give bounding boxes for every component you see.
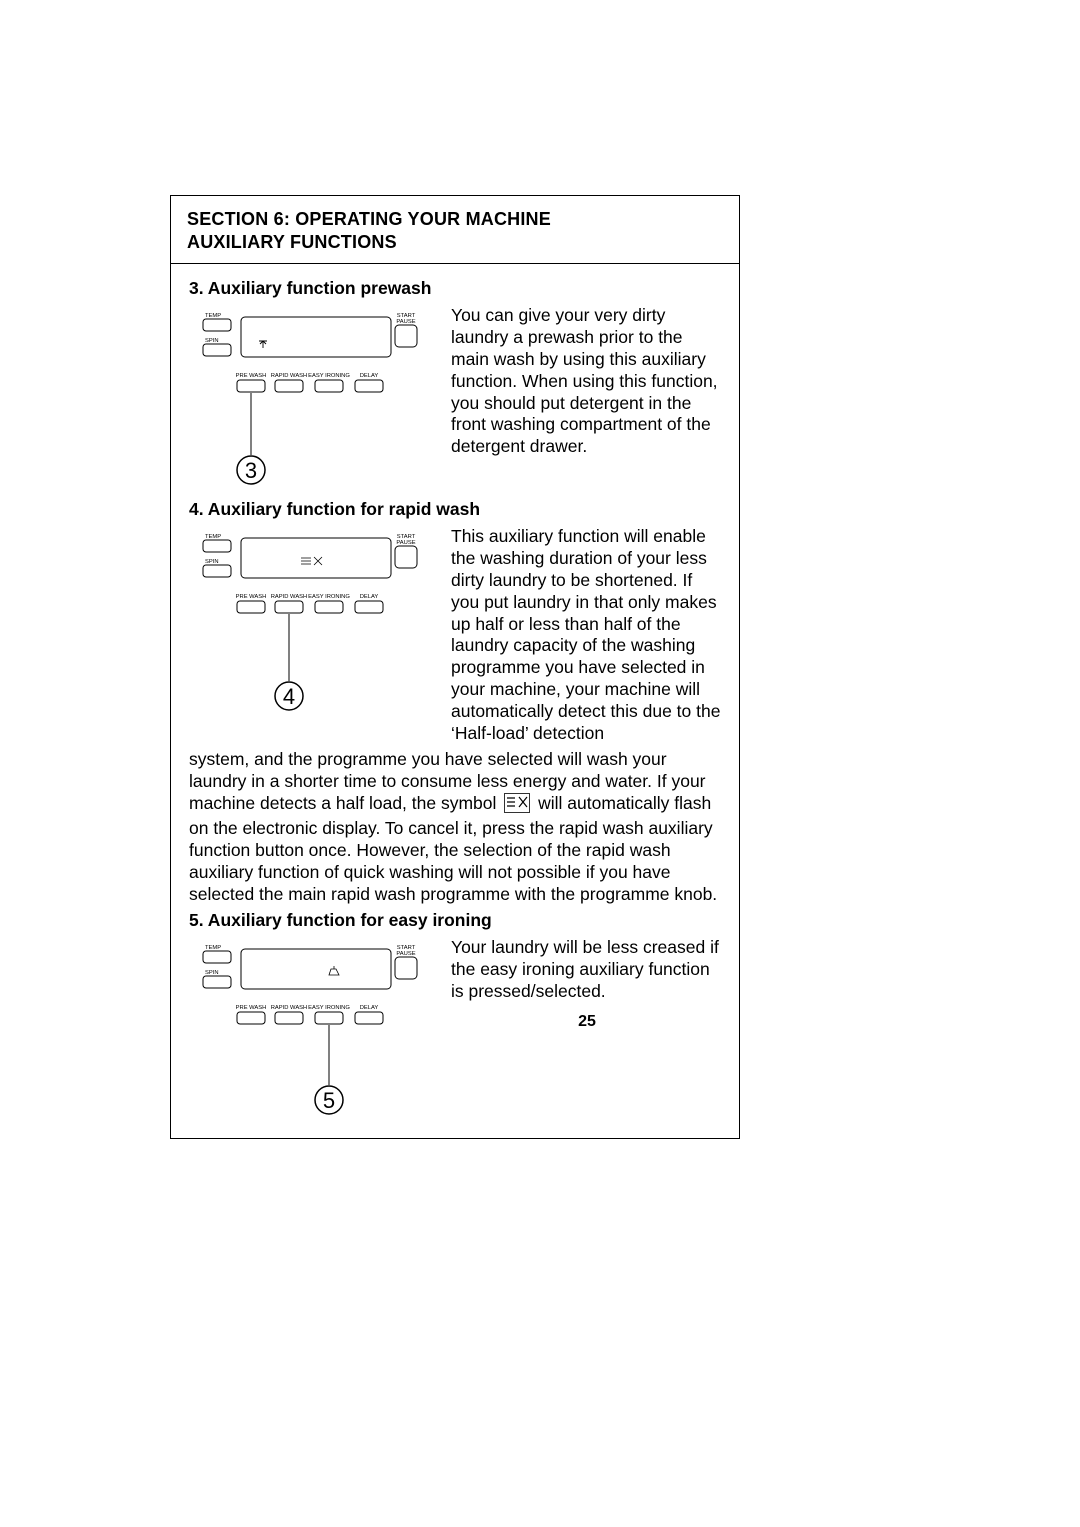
section4-heading: 4. Auxiliary function for rapid wash [189,499,723,520]
svg-text:SPIN: SPIN [205,970,219,976]
control-panel-diagram-4: TEMP SPIN START PAUSE PRE WASH RAPID WAS… [189,526,437,721]
label-rapidwash: RAPID WASH [271,373,308,379]
section3-heading: 3. Auxiliary function prewash [189,278,723,299]
control-panel-diagram-3: TEMP SPIN START PAUSE PRE WASH RAPID WAS… [189,305,437,495]
control-panel-diagram-5: TEMP SPIN START PAUSE PRE WASH RAPID WAS… [189,937,437,1122]
label-delay: DELAY [360,373,379,379]
section5-right: Your laundry will be less creased if the… [451,937,723,1031]
header-title-2: AUXILIARY FUNCTIONS [187,231,723,254]
callout-4: 4 [283,684,295,709]
svg-text:DELAY: DELAY [360,594,379,600]
header-title-1: SECTION 6: OPERATING YOUR MACHINE [187,208,723,231]
section4-text1: This auxiliary function will enable the … [451,526,723,745]
half-load-icon [504,793,530,819]
manual-page: SECTION 6: OPERATING YOUR MACHINE AUXILI… [170,195,740,1139]
page-number: 25 [451,1013,723,1031]
panel-easyironing: TEMP SPIN START PAUSE PRE WASH RAPID WAS… [189,937,437,1122]
section3-text: You can give your very dirty laundry a p… [451,305,723,458]
label-prewash: PRE WASH [236,373,267,379]
svg-text:RAPID WASH: RAPID WASH [271,594,308,600]
label-temp: TEMP [205,313,221,319]
callout-5: 5 [323,1088,335,1113]
callout-3: 3 [245,458,257,483]
svg-text:PAUSE: PAUSE [396,540,415,546]
section4-block: TEMP SPIN START PAUSE PRE WASH RAPID WAS… [189,526,723,745]
section5-block: TEMP SPIN START PAUSE PRE WASH RAPID WAS… [189,937,723,1122]
panel-prewash: TEMP SPIN START PAUSE PRE WASH RAPID WAS… [189,305,437,495]
page-content: 3. Auxiliary function prewash TEMP SPIN [171,264,739,1138]
section4-text2: system, and the programme you have selec… [189,749,723,906]
svg-text:PAUSE: PAUSE [396,951,415,957]
svg-text:TEMP: TEMP [205,534,221,540]
svg-text:PRE WASH: PRE WASH [236,594,267,600]
svg-text:RAPID WASH: RAPID WASH [271,1005,308,1011]
svg-text:EASY IRONING: EASY IRONING [308,1005,350,1011]
svg-text:SPIN: SPIN [205,559,219,565]
label-easyironing: EASY IRONING [308,373,350,379]
page-header: SECTION 6: OPERATING YOUR MACHINE AUXILI… [171,196,739,264]
svg-text:PRE WASH: PRE WASH [236,1005,267,1011]
svg-text:TEMP: TEMP [205,945,221,951]
panel-rapidwash: TEMP SPIN START PAUSE PRE WASH RAPID WAS… [189,526,437,721]
section3-block: TEMP SPIN START PAUSE PRE WASH RAPID WAS… [189,305,723,495]
section5-heading: 5. Auxiliary function for easy ironing [189,910,723,931]
label-pause: PAUSE [396,319,415,325]
svg-text:DELAY: DELAY [360,1005,379,1011]
label-spin: SPIN [205,338,219,344]
section5-text: Your laundry will be less creased if the… [451,937,723,1003]
svg-text:EASY IRONING: EASY IRONING [308,594,350,600]
